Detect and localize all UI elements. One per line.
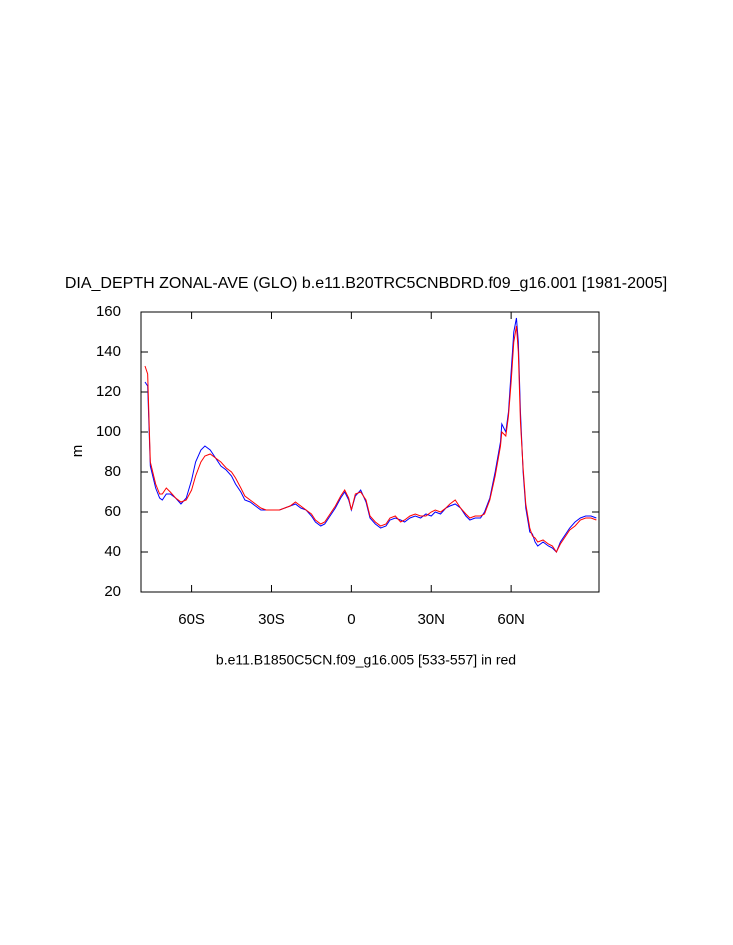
- data-line: [144, 325, 597, 553]
- x-tick-label: 0: [347, 611, 355, 628]
- y-tick-label: 160: [96, 303, 121, 320]
- y-tick-label: 20: [104, 583, 121, 600]
- y-tick-label: 100: [96, 423, 121, 440]
- y-tick-label: 140: [96, 343, 121, 360]
- x-tick-label: 60S: [178, 611, 205, 628]
- x-tick-label: 30N: [417, 611, 445, 628]
- x-tick-label: 30S: [258, 611, 285, 628]
- plot-frame: [140, 311, 600, 593]
- y-tick-label: 120: [96, 383, 121, 400]
- chart-title: DIA_DEPTH ZONAL-AVE (GLO) b.e11.B20TRC5C…: [65, 275, 667, 292]
- y-axis-label: m: [69, 445, 86, 458]
- data-line: [144, 317, 597, 553]
- x-tick-label: 60N: [497, 611, 525, 628]
- caption: b.e11.B1850C5CN.f09_g16.005 [533-557] in…: [216, 652, 516, 668]
- y-tick-label: 60: [104, 503, 121, 520]
- y-tick-label: 40: [104, 543, 121, 560]
- y-tick-label: 80: [104, 463, 121, 480]
